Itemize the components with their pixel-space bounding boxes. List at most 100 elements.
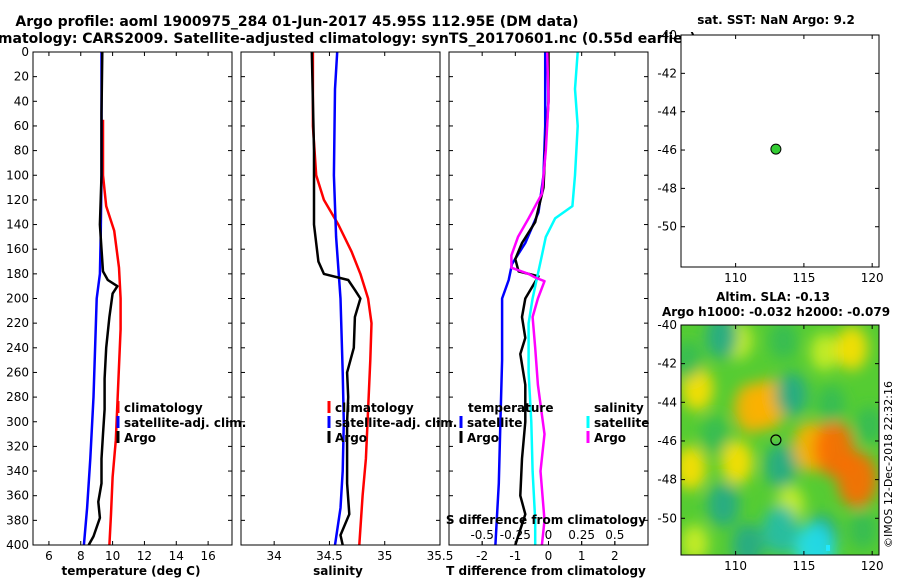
location-marker-icon [770, 434, 782, 446]
x-tick-label: 34 [267, 549, 282, 563]
legend-label-climatology: climatology [335, 401, 414, 415]
sla-anomaly-blob [813, 420, 854, 477]
map-y-tick-label: -44 [657, 105, 677, 119]
legend-label-temperature-argo: Argo [467, 431, 499, 445]
series-line-argo [310, 52, 362, 545]
map-y-tick-label: -48 [657, 181, 677, 195]
map-y-tick-label: -46 [657, 143, 677, 157]
series-line-satellite-adj-clim- [82, 52, 103, 545]
sla-anomaly-blob [835, 326, 868, 371]
sst-map-ticks: 110 115 120 -40 -42 -44 -46 -48 -50 [657, 28, 883, 285]
depth-tick-label: 20 [14, 70, 29, 84]
sla-anomaly-blob [681, 446, 707, 491]
temperature-grid-lines: 0 20 40 60 80 100 120 140 160 180 200 220 240 260 280 3… [6, 45, 232, 563]
series-line-climatology [101, 119, 122, 545]
map-y-tick-label: -50 [657, 220, 677, 234]
series-line-argo [87, 52, 119, 545]
imos-stamp: ©IMOS 12-Dec-2018 22:32:16 [882, 381, 895, 548]
sla-anomaly-blob [681, 340, 702, 379]
sla-anomaly-blob [707, 482, 740, 527]
legend-heading-temperature: temperature [468, 401, 553, 415]
legend-label-salinity-argo: Argo [594, 431, 626, 445]
salinity-tick-marks: 34 34.5 35 35.5 [241, 51, 454, 563]
map-x-tick-label: 110 [724, 559, 747, 573]
x-tick-label: 16 [200, 549, 215, 563]
map-x-tick-label: 110 [724, 271, 747, 285]
salinity-xlabel: salinity [313, 564, 363, 578]
map-x-tick-label: 115 [792, 271, 815, 285]
sst-map-points [770, 143, 782, 155]
altimetry-map-ticks: 110 115 120 -40 -42 -44 -46 -48 -50 [657, 318, 883, 573]
legend-label-satellite-adj: satellite-adj. clim. [124, 416, 246, 430]
difference-tick-marks: -2 -1 0 1 2 -0.5 -0.25 0 0.25 0.5 [449, 51, 648, 563]
map-x-tick-label: 115 [792, 559, 815, 573]
map-y-tick-label: -40 [657, 318, 677, 332]
altimetry-heatmap-speck [826, 545, 830, 551]
sst-map-panel: sat. SST: NaN Argo: 9.2 110 115 120 -40 -42 -… [657, 13, 883, 285]
depth-tick-label: 200 [6, 292, 29, 306]
legend-label-satellite-adj: satellite-adj. clim. [335, 416, 457, 430]
sla-anomaly-blob [810, 333, 839, 372]
altimetry-map-title: Altim. SLA: -0.13 [716, 290, 830, 304]
sla-anomaly-blob [681, 524, 709, 555]
x-tick-label: 12 [137, 549, 152, 563]
sla-anomaly-blob [848, 510, 877, 549]
depth-tick-label: 100 [6, 168, 29, 182]
depth-tick-label: 280 [6, 390, 29, 404]
altimetry-heatmap [681, 325, 879, 555]
map-x-tick-label: 120 [861, 559, 884, 573]
depth-tick-label: 120 [6, 193, 29, 207]
x-top-tick-label: 0.25 [568, 528, 595, 542]
depth-tick-label: 320 [6, 439, 29, 453]
x-tick-label: 35.5 [427, 549, 454, 563]
depth-tick-label: 340 [6, 464, 29, 478]
x-top-tick-label: 0 [545, 528, 553, 542]
difference-series [494, 52, 579, 545]
sla-anomaly-blob [817, 385, 846, 424]
map-y-tick-label: -42 [657, 66, 677, 80]
x-top-tick-label: 0.5 [605, 528, 624, 542]
difference-legend-temperature: temperature satellite Argo [459, 401, 553, 445]
x-top-tick-label: -0.5 [470, 528, 493, 542]
map-x-tick-label: 120 [861, 271, 884, 285]
sla-anomaly-blob [705, 325, 738, 359]
sla-anomaly-blob [769, 325, 798, 360]
temperature-legend: climatology satellite-adj. clim. Argo [116, 401, 246, 445]
x-tick-label: -1 [509, 549, 521, 563]
sla-anomaly-blob [720, 440, 753, 485]
sla-anomaly-blob [855, 406, 879, 445]
depth-tick-label: 300 [6, 415, 29, 429]
salinity-axes-frame [240, 51, 441, 546]
temperature-xlabel: temperature (deg C) [62, 564, 201, 578]
x-top-tick-label: -0.25 [500, 528, 531, 542]
difference-top-xlabel: S difference from climatology [446, 513, 646, 527]
figure-title-line1: Argo profile: aoml 1900975_284 01-Jun-20… [15, 14, 578, 30]
map-y-tick-label: -48 [657, 473, 677, 487]
map-y-tick-label: -46 [657, 434, 677, 448]
depth-tick-label: 240 [6, 341, 29, 355]
sst-map-title: sat. SST: NaN Argo: 9.2 [697, 13, 855, 27]
depth-tick-label: 80 [14, 144, 29, 158]
salinity-series [310, 52, 373, 545]
temperature-series [82, 52, 122, 545]
legend-heading-salinity: salinity [594, 401, 644, 415]
figure-title-line2: Climatology: CARS2009. Satellite-adjuste… [0, 31, 696, 47]
depth-tick-label: 40 [14, 94, 29, 108]
depth-tick-label: 360 [6, 489, 29, 503]
depth-tick-label: 0 [21, 45, 29, 59]
legend-label-salinity-satellite: satellite [594, 416, 649, 430]
map-y-tick-label: -44 [657, 395, 677, 409]
altimetry-map-panel: Altim. SLA: -0.13 Argo h1000: -0.032 h20… [657, 290, 890, 573]
x-tick-label: 35 [377, 549, 392, 563]
legend-label-argo: Argo [124, 431, 156, 445]
x-tick-label: 6 [45, 549, 53, 563]
altimetry-map-axes-frame [680, 324, 880, 556]
legend-label-temperature-satellite: satellite [467, 416, 522, 430]
depth-tick-label: 380 [6, 513, 29, 527]
depth-tick-label: 180 [6, 267, 29, 281]
x-tick-label: 8 [77, 549, 85, 563]
map-y-tick-label: -40 [657, 28, 677, 42]
sla-anomaly-blob [731, 523, 764, 555]
map-y-tick-label: -50 [657, 511, 677, 525]
